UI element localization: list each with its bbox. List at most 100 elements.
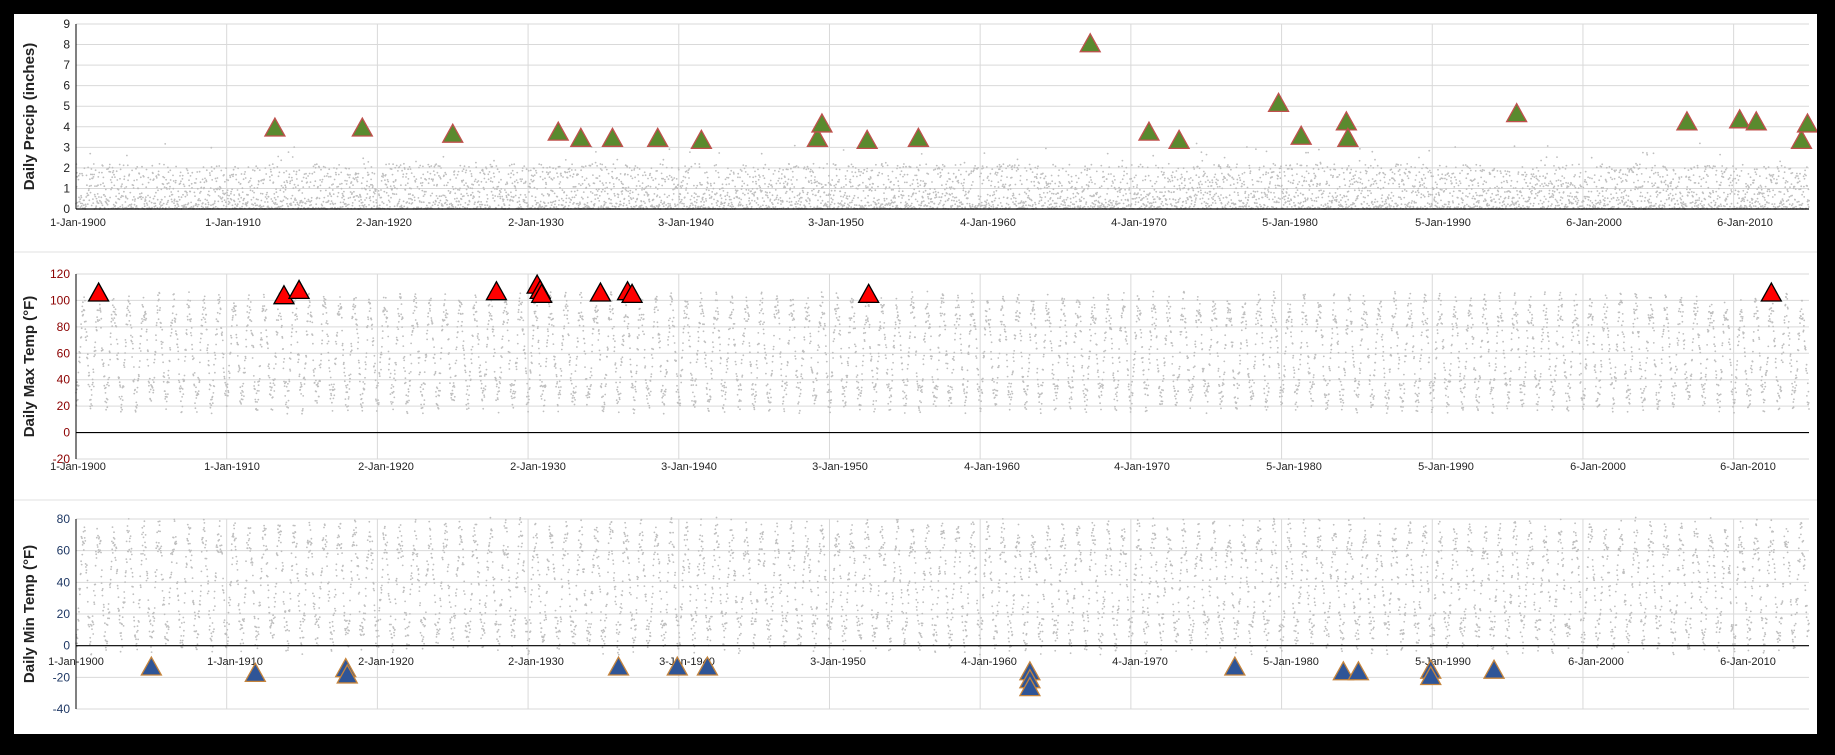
daily-value-point <box>365 197 368 199</box>
daily-value-point <box>818 182 821 185</box>
daily-value-point <box>393 185 395 187</box>
daily-value-point <box>291 179 293 182</box>
daily-value-point <box>1281 184 1283 187</box>
daily-value-point <box>947 197 950 200</box>
daily-value-point <box>1051 180 1054 183</box>
daily-value-point <box>1476 205 1479 208</box>
daily-value-point <box>1212 195 1215 198</box>
daily-value-point <box>1131 180 1134 183</box>
daily-value-point <box>296 201 299 204</box>
daily-value-point <box>293 170 295 173</box>
daily-value-point <box>1545 156 1548 159</box>
daily-value-point <box>545 181 547 184</box>
daily-value-point <box>797 200 800 202</box>
daily-value-point <box>549 201 552 204</box>
daily-value-point <box>460 193 463 196</box>
daily-value-point <box>1431 193 1434 196</box>
daily-value-point <box>1081 186 1083 188</box>
daily-value-point <box>1565 164 1568 167</box>
daily-value-point <box>1030 180 1033 183</box>
daily-value-point <box>1462 164 1465 167</box>
daily-value-point <box>1332 174 1334 177</box>
daily-value-point <box>1307 151 1309 154</box>
daily-value-point <box>1443 190 1446 192</box>
daily-value-point <box>1378 171 1381 174</box>
daily-value-point <box>593 182 596 185</box>
daily-value-point <box>372 185 374 187</box>
daily-value-point <box>812 193 814 196</box>
daily-value-point <box>1249 170 1252 173</box>
daily-value-point <box>432 170 435 173</box>
daily-value-point <box>928 202 930 205</box>
daily-value-point <box>742 164 745 167</box>
daily-value-point <box>1211 202 1214 204</box>
daily-value-point <box>112 203 115 206</box>
daily-value-point <box>681 202 683 205</box>
daily-value-point <box>411 198 413 201</box>
daily-value-point <box>101 204 104 207</box>
daily-value-point <box>590 200 593 203</box>
daily-value-point <box>822 167 825 170</box>
daily-value-point <box>850 185 852 188</box>
daily-value-point <box>1328 200 1331 202</box>
daily-value-point <box>875 203 878 206</box>
daily-value-point <box>368 185 371 188</box>
daily-value-point <box>1551 203 1553 206</box>
daily-value-point <box>369 196 372 198</box>
daily-value-point <box>402 200 405 203</box>
daily-value-point <box>416 186 419 188</box>
daily-value-point <box>204 177 206 180</box>
daily-value-point <box>1168 178 1171 181</box>
daily-value-point <box>1367 194 1369 197</box>
daily-value-point <box>1347 198 1350 201</box>
daily-value-point <box>1539 199 1542 202</box>
daily-value-point <box>604 166 607 169</box>
daily-value-point <box>1495 206 1498 209</box>
daily-value-point <box>935 196 938 199</box>
daily-value-point <box>779 182 781 185</box>
daily-value-point <box>644 174 647 177</box>
daily-value-point <box>1126 172 1128 175</box>
daily-value-point <box>1236 163 1238 166</box>
daily-value-point <box>878 171 881 174</box>
daily-value-point <box>1080 196 1083 199</box>
daily-value-point <box>1016 166 1019 169</box>
daily-value-point <box>296 203 299 206</box>
daily-value-point <box>1410 191 1413 194</box>
daily-value-point <box>902 166 905 168</box>
daily-value-point <box>1516 180 1519 183</box>
daily-value-point <box>411 202 414 204</box>
daily-value-point <box>1267 172 1270 174</box>
daily-value-point <box>367 161 370 163</box>
daily-value-point <box>1208 205 1211 207</box>
daily-value-point <box>327 199 330 202</box>
daily-value-point <box>737 172 740 175</box>
daily-value-point <box>1244 190 1247 193</box>
daily-value-point <box>651 204 653 207</box>
daily-value-point <box>1089 205 1092 207</box>
daily-value-point <box>185 190 187 193</box>
daily-value-point <box>635 188 637 191</box>
daily-value-point <box>1115 200 1118 203</box>
daily-value-point <box>839 202 842 205</box>
daily-value-point <box>1271 198 1274 201</box>
daily-value-point <box>521 178 523 181</box>
daily-value-point <box>404 184 407 187</box>
daily-value-point <box>611 177 614 180</box>
daily-value-point <box>1326 202 1329 205</box>
daily-value-point <box>835 168 838 171</box>
daily-value-point <box>768 183 771 186</box>
daily-value-point <box>1418 181 1421 184</box>
daily-value-point <box>229 174 231 177</box>
daily-value-point <box>762 167 765 170</box>
daily-value-point <box>1248 167 1251 170</box>
daily-value-point <box>662 177 664 180</box>
daily-value-point <box>994 197 997 200</box>
daily-value-point <box>494 195 497 197</box>
daily-value-point <box>1471 180 1473 183</box>
daily-value-point <box>1095 199 1098 202</box>
daily-value-point <box>655 186 657 189</box>
daily-value-point <box>1225 196 1228 199</box>
daily-value-point <box>1213 176 1216 179</box>
daily-value-point <box>90 168 93 170</box>
